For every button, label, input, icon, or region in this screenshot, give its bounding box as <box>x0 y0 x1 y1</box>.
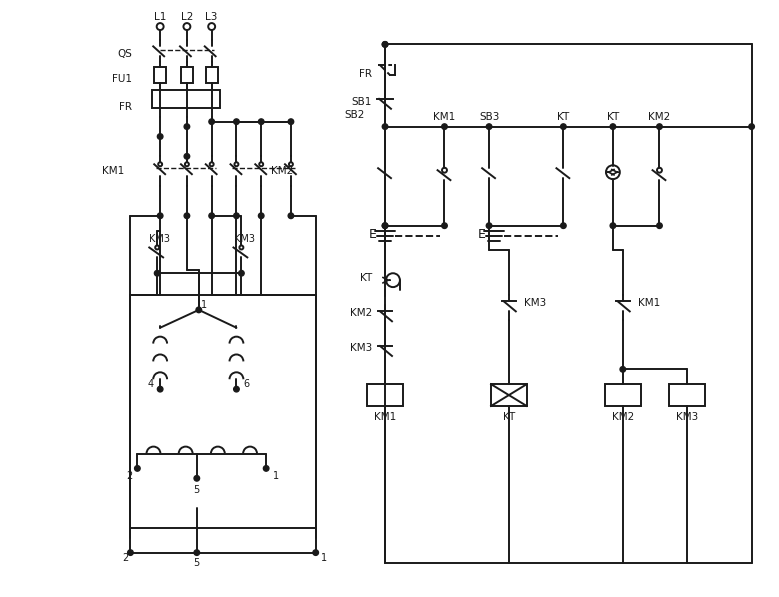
Text: SB2: SB2 <box>345 110 365 120</box>
Text: 2: 2 <box>126 471 132 481</box>
Text: KT: KT <box>502 412 515 422</box>
Text: FU1: FU1 <box>112 74 132 84</box>
Circle shape <box>561 124 566 130</box>
Circle shape <box>259 119 264 124</box>
Circle shape <box>196 307 202 313</box>
Bar <box>367 384 403 406</box>
Text: FR: FR <box>119 102 132 112</box>
Circle shape <box>288 119 294 124</box>
Text: KM2: KM2 <box>648 112 671 122</box>
Circle shape <box>288 213 294 219</box>
Text: SB3: SB3 <box>479 112 499 122</box>
Text: L2: L2 <box>181 12 193 21</box>
Text: KT: KT <box>557 112 569 122</box>
Text: L3: L3 <box>206 12 218 21</box>
Text: 1: 1 <box>273 471 279 481</box>
Text: 4: 4 <box>147 379 153 389</box>
Circle shape <box>657 124 662 130</box>
Text: KM2: KM2 <box>350 308 372 318</box>
Text: KM1: KM1 <box>102 166 125 176</box>
Circle shape <box>234 386 239 392</box>
Circle shape <box>620 367 626 372</box>
Text: L1: L1 <box>154 12 167 21</box>
Circle shape <box>610 223 615 229</box>
Circle shape <box>259 213 264 219</box>
Circle shape <box>184 124 189 130</box>
Text: 2: 2 <box>122 553 129 562</box>
Text: KM2: KM2 <box>271 166 294 176</box>
Circle shape <box>442 124 447 130</box>
Circle shape <box>157 213 163 219</box>
Circle shape <box>486 223 492 229</box>
Circle shape <box>234 213 239 219</box>
Text: KM3: KM3 <box>234 233 255 244</box>
Circle shape <box>382 42 388 47</box>
Circle shape <box>128 550 133 555</box>
Circle shape <box>194 476 199 481</box>
Text: 1: 1 <box>201 300 206 310</box>
Text: 1: 1 <box>320 553 326 562</box>
Text: E: E <box>369 228 377 241</box>
Circle shape <box>561 223 566 229</box>
Circle shape <box>209 213 214 219</box>
Circle shape <box>154 270 160 276</box>
Circle shape <box>157 134 163 139</box>
Circle shape <box>486 124 492 130</box>
Text: QS: QS <box>118 50 132 59</box>
Circle shape <box>184 153 189 159</box>
Text: KM1: KM1 <box>374 412 397 422</box>
Text: KM3: KM3 <box>523 298 546 308</box>
Bar <box>669 384 705 406</box>
Bar <box>154 67 166 83</box>
Text: KM1: KM1 <box>638 298 660 308</box>
Circle shape <box>610 124 615 130</box>
Text: KT: KT <box>360 273 372 283</box>
Bar <box>206 67 217 83</box>
Circle shape <box>135 466 140 471</box>
Circle shape <box>263 466 269 471</box>
Text: KM1: KM1 <box>433 112 456 122</box>
Bar <box>181 67 193 83</box>
Circle shape <box>442 223 447 229</box>
Text: 5: 5 <box>194 558 200 568</box>
Circle shape <box>209 119 214 124</box>
Circle shape <box>238 270 244 276</box>
Text: 5: 5 <box>194 485 200 495</box>
Text: E: E <box>478 228 486 241</box>
Text: FR: FR <box>359 69 372 79</box>
Circle shape <box>234 119 239 124</box>
Text: KM3: KM3 <box>350 343 372 353</box>
Text: SB1: SB1 <box>352 97 372 107</box>
Circle shape <box>313 550 319 555</box>
Circle shape <box>184 213 189 219</box>
Circle shape <box>382 42 388 47</box>
Circle shape <box>749 124 754 130</box>
Text: KM2: KM2 <box>612 412 634 422</box>
Circle shape <box>657 223 662 229</box>
Circle shape <box>382 223 388 229</box>
Circle shape <box>382 124 388 130</box>
Circle shape <box>157 386 163 392</box>
Bar <box>152 90 220 108</box>
Text: KM3: KM3 <box>676 412 698 422</box>
Bar <box>491 384 527 406</box>
Bar <box>605 384 640 406</box>
Text: KT: KT <box>607 112 619 122</box>
Text: 6: 6 <box>243 379 249 389</box>
Text: KM3: KM3 <box>149 233 170 244</box>
Circle shape <box>194 550 199 555</box>
Circle shape <box>382 223 388 229</box>
